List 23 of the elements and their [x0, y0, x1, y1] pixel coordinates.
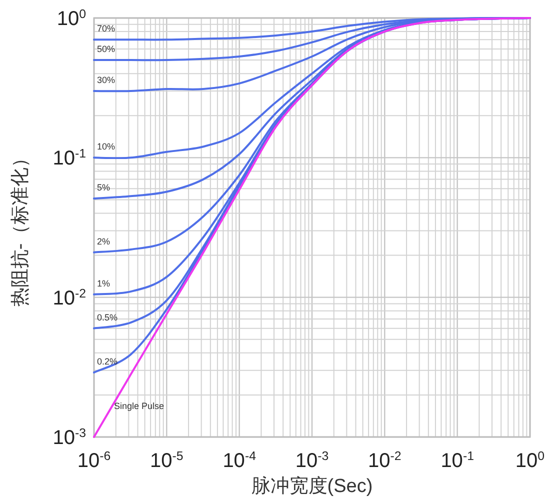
x-tick-label: 10$^{-2}$ [368, 449, 402, 472]
y-tick-label: 10$^{-3}$ [52, 426, 86, 449]
y-axis-title: 热阻抗-（标准化） [10, 148, 31, 307]
x-tick-label: 10$^{0}$ [515, 449, 545, 472]
x-tick-label: 10$^{-1}$ [440, 449, 474, 472]
series-label: 1% [97, 278, 110, 288]
series-label: Single Pulse [114, 401, 164, 411]
x-tick-label: 10$^{-3}$ [295, 449, 329, 472]
x-tick-label: 10$^{-5}$ [150, 449, 184, 472]
series-label: 0.2% [97, 356, 118, 366]
y-tick-label: 10$^{0}$ [56, 7, 86, 30]
series-label: 0.5% [97, 312, 118, 322]
x-axis-title: 脉冲宽度(Sec) [251, 475, 373, 497]
series-label: 70% [97, 24, 116, 34]
series-label: 2% [97, 236, 110, 246]
x-tick-label: 10$^{-4}$ [222, 449, 256, 472]
series-label: 10% [97, 142, 116, 152]
series-label: 50% [97, 44, 116, 54]
y-tick-label: 10$^{-1}$ [52, 146, 86, 170]
series-label: 5% [97, 182, 110, 193]
x-tick-label: 10$^{-6}$ [77, 449, 111, 472]
series-label: 30% [97, 75, 116, 86]
y-tick-label: 10$^{-2}$ [52, 286, 86, 310]
